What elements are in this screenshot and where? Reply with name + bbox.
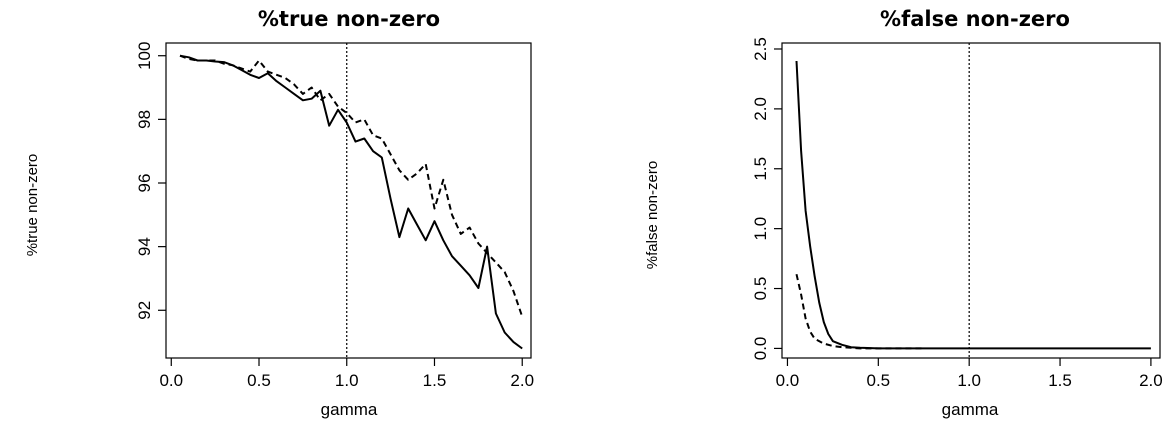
y-tick-label-false: 2.0 [751, 97, 770, 121]
series-line-solid-true [179, 54, 523, 350]
chart-title-true: %true non-zero [258, 7, 440, 31]
x-tick-label-false: 1.0 [957, 371, 981, 390]
series-line-dashed-false [795, 273, 924, 350]
x-axis-label-true: gamma [321, 400, 378, 419]
chart-title-false: %false non-zero [880, 7, 1070, 31]
x-tick-label-true: 0.0 [159, 371, 183, 390]
y-tick-label-true: 98 [135, 110, 154, 129]
y-tick-label-true: 96 [135, 174, 154, 193]
x-tick-label-true: 1.5 [423, 371, 447, 390]
marks-true [179, 43, 524, 358]
x-tick-label-false: 1.5 [1048, 371, 1072, 390]
y-axis-label-true: %true non-zero [24, 154, 41, 257]
x-tick-label-true: 1.0 [335, 371, 359, 390]
marks-false [795, 43, 1151, 358]
y-tick-label-false: 0.0 [751, 337, 770, 361]
x-axis-label-false: gamma [942, 400, 999, 419]
y-tick-label-false: 1.0 [751, 217, 770, 241]
y-tick-label-true: 94 [135, 237, 154, 256]
y-tick-label-false: 0.5 [751, 277, 770, 301]
x-tick-label-false: 2.0 [1139, 371, 1163, 390]
x-tick-label-false: 0.0 [776, 371, 800, 390]
y-tick-label-true: 100 [135, 42, 154, 70]
panel-false-nonzero: %false non-zero %false non-zero gamma 0.… [644, 7, 1163, 419]
x-tick-label-true: 2.0 [510, 371, 534, 390]
plot-frame-true [165, 42, 532, 359]
x-tick-label-false: 0.5 [866, 371, 890, 390]
axes-false: 0.0 0.5 1.0 1.5 2.0 0.0 0.5 1.0 1.5 2.0 2.5 [751, 37, 1163, 390]
y-tick-label-false: 2.5 [751, 37, 770, 61]
axes-true: 0.0 0.5 1.0 1.5 2.0 92 94 96 98 100 [135, 42, 534, 390]
series-line-solid-false [795, 60, 1151, 350]
x-tick-label-true: 0.5 [247, 371, 271, 390]
panel-true-nonzero: %true non-zero %true non-zero gamma 0.0 0… [24, 7, 534, 419]
plot-frame-false [781, 42, 1161, 359]
y-axis-label-false: %false non-zero [644, 161, 661, 269]
y-tick-label-false: 1.5 [751, 157, 770, 181]
y-tick-label-true: 92 [135, 301, 154, 320]
series-line-dashed-true [179, 54, 524, 317]
